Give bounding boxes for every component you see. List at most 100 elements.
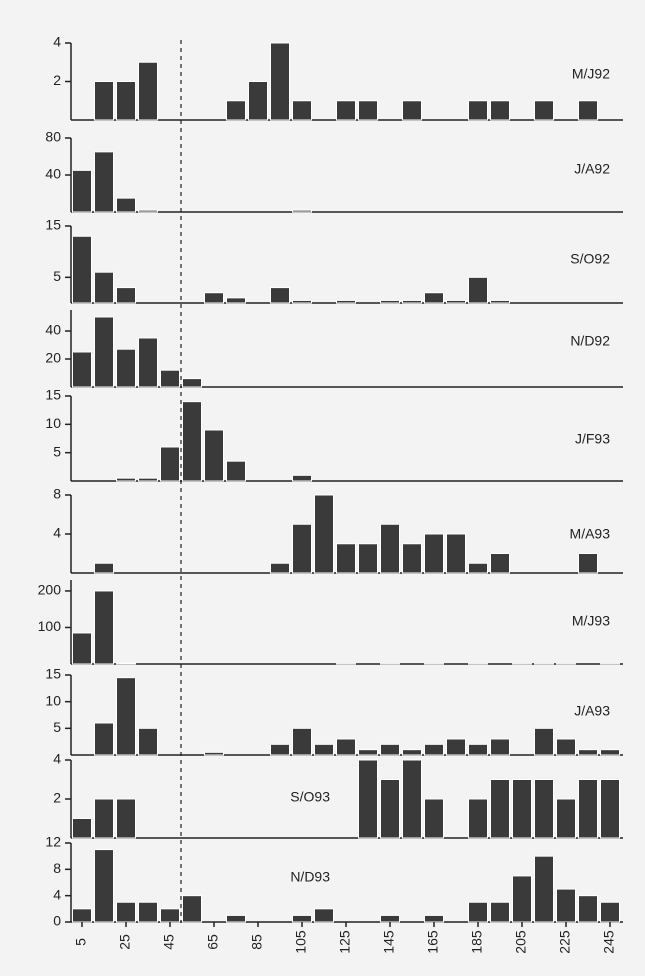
bar (226, 297, 246, 304)
bar (138, 337, 158, 388)
bar (160, 446, 180, 482)
bar (402, 749, 422, 756)
bar (380, 779, 400, 839)
bar (600, 901, 620, 923)
bar (380, 743, 400, 756)
panel-label: M/J92 (572, 66, 610, 82)
bar (116, 901, 136, 923)
y-tick-label: 4 (53, 525, 61, 541)
bar (116, 197, 136, 213)
bar (138, 477, 158, 482)
x-tick-label: 185 (469, 930, 485, 954)
bar (336, 100, 356, 121)
panel-label: S/O92 (570, 251, 610, 267)
bar (468, 100, 488, 121)
x-tick-label: 25 (117, 934, 133, 950)
bar (314, 494, 334, 574)
x-tick-label: 105 (293, 930, 309, 954)
panel-label: J/F93 (575, 431, 610, 447)
bar (270, 42, 290, 121)
bar (160, 369, 180, 388)
bar (380, 914, 400, 923)
bar (248, 81, 268, 121)
bar (424, 798, 444, 839)
panel-label: N/D92 (570, 333, 610, 349)
bar (534, 727, 554, 756)
x-tick-label: 205 (513, 930, 529, 954)
bar (446, 738, 466, 756)
bar (94, 151, 114, 213)
bar (534, 100, 554, 121)
bar (292, 523, 312, 574)
bar (468, 276, 488, 304)
bar (226, 100, 246, 121)
bar (578, 779, 598, 839)
y-tick-label: 15 (45, 217, 61, 233)
y-tick-label: 5 (53, 268, 61, 284)
y-tick-label: 2 (53, 72, 61, 88)
bar (490, 901, 510, 923)
bar (226, 460, 246, 482)
bar (578, 100, 598, 121)
panel-label: M/A93 (570, 526, 611, 542)
bar (424, 533, 444, 574)
bar (94, 562, 114, 574)
bar (424, 743, 444, 756)
bar (424, 914, 444, 923)
bar (490, 738, 510, 756)
bar (270, 287, 290, 304)
bar (138, 209, 158, 213)
bar (116, 798, 136, 839)
y-tick-label: 10 (45, 415, 61, 431)
bar (116, 677, 136, 756)
bar (204, 751, 224, 756)
bar (490, 100, 510, 121)
bar (336, 738, 356, 756)
bar (94, 316, 114, 388)
bar (402, 299, 422, 304)
x-tick-label: 165 (425, 930, 441, 954)
bar (534, 855, 554, 923)
x-tick-label: 85 (249, 934, 265, 950)
bar (402, 100, 422, 121)
bar (116, 662, 136, 665)
bar (138, 61, 158, 121)
bar (116, 477, 136, 482)
bar (94, 271, 114, 304)
x-tick-label: 145 (381, 930, 397, 954)
bar (600, 779, 620, 839)
bar (490, 299, 510, 304)
bar (512, 779, 532, 839)
y-tick-label: 4 (53, 751, 61, 767)
y-tick-label: 15 (45, 387, 61, 403)
bar (292, 100, 312, 121)
bar (358, 749, 378, 756)
bar (270, 562, 290, 574)
y-tick-label: 10 (45, 692, 61, 708)
bar (72, 908, 92, 923)
x-tick-label: 225 (557, 930, 573, 954)
bar (468, 562, 488, 574)
bar (468, 901, 488, 923)
bar (512, 875, 532, 923)
panel-label: N/D93 (290, 869, 330, 885)
bar (424, 292, 444, 304)
bar (578, 895, 598, 923)
bar (446, 299, 466, 304)
bar (468, 743, 488, 756)
bar (160, 908, 180, 923)
bar (204, 429, 224, 482)
bar (72, 632, 92, 665)
bar (116, 81, 136, 121)
panel-label: J/A93 (574, 703, 610, 719)
bar (490, 553, 510, 574)
x-tick-label: 5 (73, 938, 89, 946)
panel-label: M/J93 (572, 613, 610, 629)
y-tick-label: 80 (45, 129, 61, 145)
bar (72, 818, 92, 839)
bar (534, 779, 554, 839)
y-tick-label: 4 (53, 34, 61, 50)
bar (72, 351, 92, 388)
bar (292, 209, 312, 213)
